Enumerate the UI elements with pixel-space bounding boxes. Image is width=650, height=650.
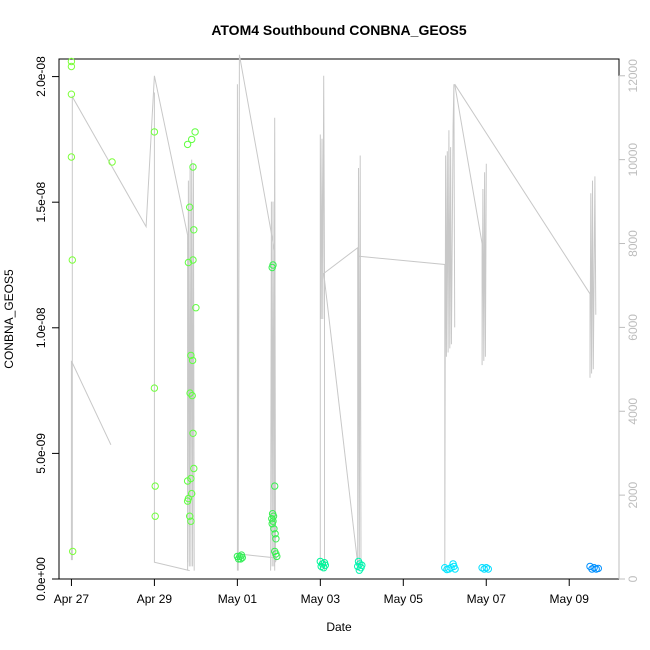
data-point — [108, 158, 116, 166]
data-point — [238, 553, 247, 562]
data-point — [191, 128, 199, 136]
altitude-line-segment — [319, 75, 325, 571]
data-points — [67, 57, 602, 574]
data-point — [67, 62, 76, 71]
data-point — [188, 391, 196, 400]
data-point — [183, 497, 192, 505]
data-point — [480, 565, 488, 573]
y-tick-label: 1.5e-08 — [34, 182, 48, 223]
data-point — [67, 57, 76, 66]
data-point — [67, 90, 76, 98]
x-tick-label: Apr 27 — [54, 592, 90, 606]
x-tick-label: May 03 — [301, 592, 341, 606]
data-point — [69, 547, 77, 556]
altitude-line-segment — [236, 54, 276, 571]
altitude-line-segment — [454, 84, 487, 366]
data-point — [150, 128, 159, 136]
altitude-line-segment — [71, 75, 189, 563]
data-point — [190, 464, 198, 473]
data-point — [187, 351, 195, 360]
data-point — [68, 256, 77, 264]
data-point — [270, 525, 278, 533]
data-point — [321, 561, 329, 569]
data-point — [183, 140, 192, 149]
data-point — [273, 552, 281, 561]
data-point — [272, 535, 280, 543]
chart-title: ATOM4 Southbound CONBNA_GEOS5 — [211, 22, 467, 38]
data-point — [268, 520, 276, 528]
data-point — [484, 565, 492, 573]
data-point — [189, 256, 197, 264]
data-point — [189, 163, 197, 171]
data-point — [192, 304, 200, 312]
data-point — [188, 135, 196, 144]
data-point — [186, 389, 194, 397]
data-point — [188, 356, 197, 365]
data-point — [271, 530, 279, 538]
data-point — [271, 482, 279, 490]
y-tick-label: 1.0e-08 — [34, 307, 48, 348]
data-point — [354, 562, 362, 571]
altitude-lines — [70, 54, 597, 572]
data-point — [151, 512, 159, 520]
x-tick-label: May 05 — [384, 592, 424, 606]
data-point — [190, 226, 198, 234]
altitude-line-segment — [187, 159, 195, 571]
altitude-line-segment — [324, 155, 362, 571]
data-point — [187, 474, 195, 483]
x-tick-label: May 07 — [467, 592, 507, 606]
x-tick-label: May 09 — [550, 592, 590, 606]
y2-tick-label: 0 — [626, 575, 640, 582]
altitude-line-segment — [454, 83, 597, 378]
y-axis: 0.0e+00 5.0e-09 1.0e-08 1.5e-08 2.0e-08 — [34, 56, 60, 601]
data-point — [237, 555, 245, 563]
data-point — [482, 564, 490, 572]
x-axis-label: Date — [326, 620, 352, 634]
y2-tick-label: 8000 — [626, 230, 640, 257]
altitude-line-segment — [237, 117, 278, 571]
data-point — [187, 517, 195, 525]
data-point — [189, 429, 197, 437]
y-tick-label: 0.0e+00 — [34, 557, 48, 601]
y-axis-label: CONBNA_GEOS5 — [2, 269, 16, 369]
y2-tick-label: 12000 — [626, 59, 640, 93]
data-point — [269, 261, 277, 269]
data-point — [151, 482, 159, 490]
y-axis-right: 0 2000 4000 6000 8000 10000 12000 — [618, 59, 640, 582]
data-point — [594, 564, 602, 573]
y-tick-label: 5.0e-09 — [34, 433, 48, 474]
y2-tick-label: 4000 — [626, 398, 640, 425]
altitude-line-segment — [70, 360, 112, 561]
y-tick-label: 2.0e-08 — [34, 56, 48, 97]
data-point — [186, 203, 194, 211]
data-point — [590, 564, 598, 572]
altitude-line-segment — [153, 92, 190, 572]
altitude-line-segment — [323, 272, 359, 571]
plot-area-frame — [58, 58, 620, 580]
y2-tick-label: 6000 — [626, 314, 640, 341]
y2-tick-label: 2000 — [626, 481, 640, 508]
data-point — [358, 561, 366, 569]
altitude-line-segment — [357, 84, 456, 571]
x-tick-label: Apr 29 — [137, 592, 173, 606]
x-axis: Apr 27 Apr 29 May 01 May 03 May 05 May 07 May … — [54, 578, 590, 606]
x-tick-label: May 01 — [218, 592, 258, 606]
data-point — [451, 565, 459, 573]
data-point — [186, 512, 194, 520]
data-point — [67, 153, 76, 161]
y2-tick-label: 10000 — [626, 143, 640, 177]
data-point — [316, 557, 324, 566]
data-point — [188, 489, 196, 498]
data-point — [150, 384, 159, 392]
